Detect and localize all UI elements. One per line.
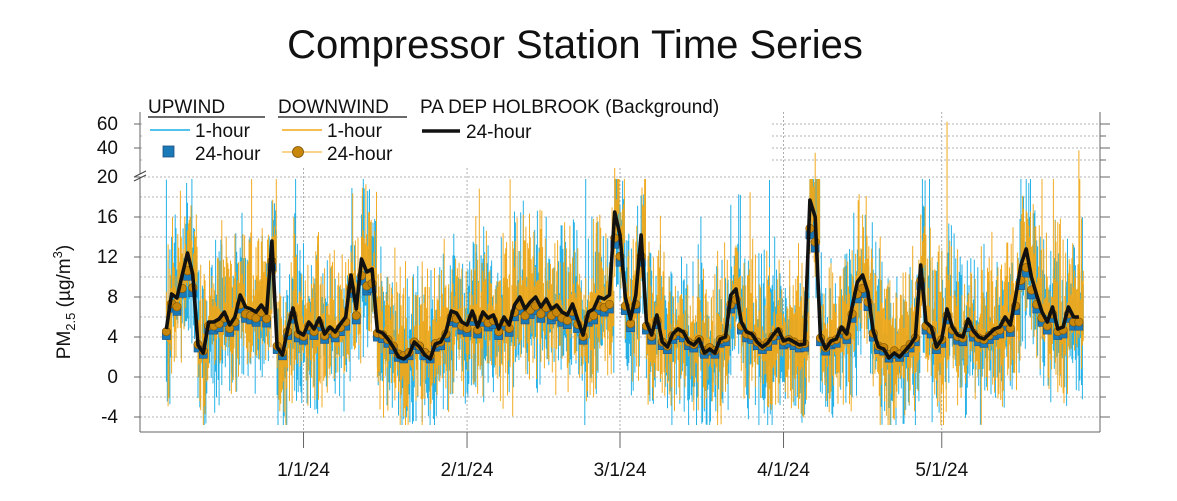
y-tick-label: 8 bbox=[107, 287, 118, 308]
x-tick-label: 5/1/24 bbox=[915, 460, 968, 481]
ylabel-main: PM bbox=[54, 331, 75, 360]
y-tick-label: 4 bbox=[107, 327, 118, 348]
downwind-24-hour-marker bbox=[536, 309, 546, 319]
y-tick-label: 16 bbox=[97, 207, 118, 228]
background-24-hour-series bbox=[164, 198, 1079, 361]
legend-upwind-1-hour-label: 1-hour bbox=[195, 121, 251, 142]
downwind-24-hour-marker bbox=[1074, 317, 1084, 327]
legend-header-upwind: UPWIND bbox=[148, 97, 225, 118]
downwind-24-hour-marker bbox=[251, 313, 261, 323]
y-tick-label: 0 bbox=[107, 367, 118, 388]
legend-downwind-24-hour-swatch bbox=[292, 146, 304, 158]
y-tick-label-upper: 40 bbox=[97, 138, 118, 159]
downwind-24-hour-marker bbox=[262, 314, 272, 324]
y-tick-label: 12 bbox=[97, 247, 118, 268]
chart-title: Compressor Station Time Series bbox=[287, 23, 863, 67]
legend-downwind-1-hour-label: 1-hour bbox=[327, 121, 383, 142]
downwind-24-hour-marker bbox=[562, 315, 572, 325]
x-tick-label: 1/1/24 bbox=[277, 460, 330, 481]
legend-upwind-24-hour-swatch bbox=[162, 145, 175, 158]
legend-background-24-hour-label: 24-hour bbox=[466, 122, 532, 143]
axis-break-mark bbox=[133, 170, 147, 182]
ylabel-unit: (µg/m bbox=[54, 258, 75, 307]
downwind-24-hour-marker bbox=[604, 299, 614, 309]
y-tick-label: -4 bbox=[101, 407, 118, 428]
legend-downwind-24-hour-label: 24-hour bbox=[327, 144, 393, 165]
downwind-24-hour-marker bbox=[589, 311, 599, 321]
legend-header-downwind: DOWNWIND bbox=[278, 97, 389, 118]
x-tick-label: 3/1/24 bbox=[594, 460, 647, 481]
x-tick-label: 2/1/24 bbox=[441, 460, 494, 481]
downwind-24-hour-marker bbox=[172, 302, 182, 312]
y-tick-label-upper: 60 bbox=[97, 114, 118, 135]
axes: -4 0 4 8 12 16 20 40 60 1/1/24 2/1/24 3/1/24 4/1/24 5… bbox=[97, 112, 1110, 481]
downwind-24-hour-marker bbox=[351, 311, 361, 321]
ylabel-unit-close: ) bbox=[54, 245, 75, 251]
downwind-24-hour-marker bbox=[520, 311, 530, 321]
x-tick-label: 4/1/24 bbox=[757, 460, 810, 481]
legend: UPWIND 1-hour 24-hour DOWNWIND 1-hour 24… bbox=[142, 96, 770, 168]
legend-header-background: PA DEP HOLBROOK (Background) bbox=[420, 97, 719, 118]
y-axis-label-text: PM2.5 (µg/m3) bbox=[50, 245, 78, 359]
background-24-hour-line bbox=[164, 198, 1079, 361]
ylabel-sub: 2.5 bbox=[63, 313, 78, 331]
y-tick-label: 20 bbox=[97, 167, 118, 188]
ylabel-unit-sup: 3 bbox=[50, 251, 65, 258]
legend-upwind-24-hour-label: 24-hour bbox=[195, 144, 261, 165]
y-axis-label: PM2.5 (µg/m3) bbox=[50, 245, 78, 359]
